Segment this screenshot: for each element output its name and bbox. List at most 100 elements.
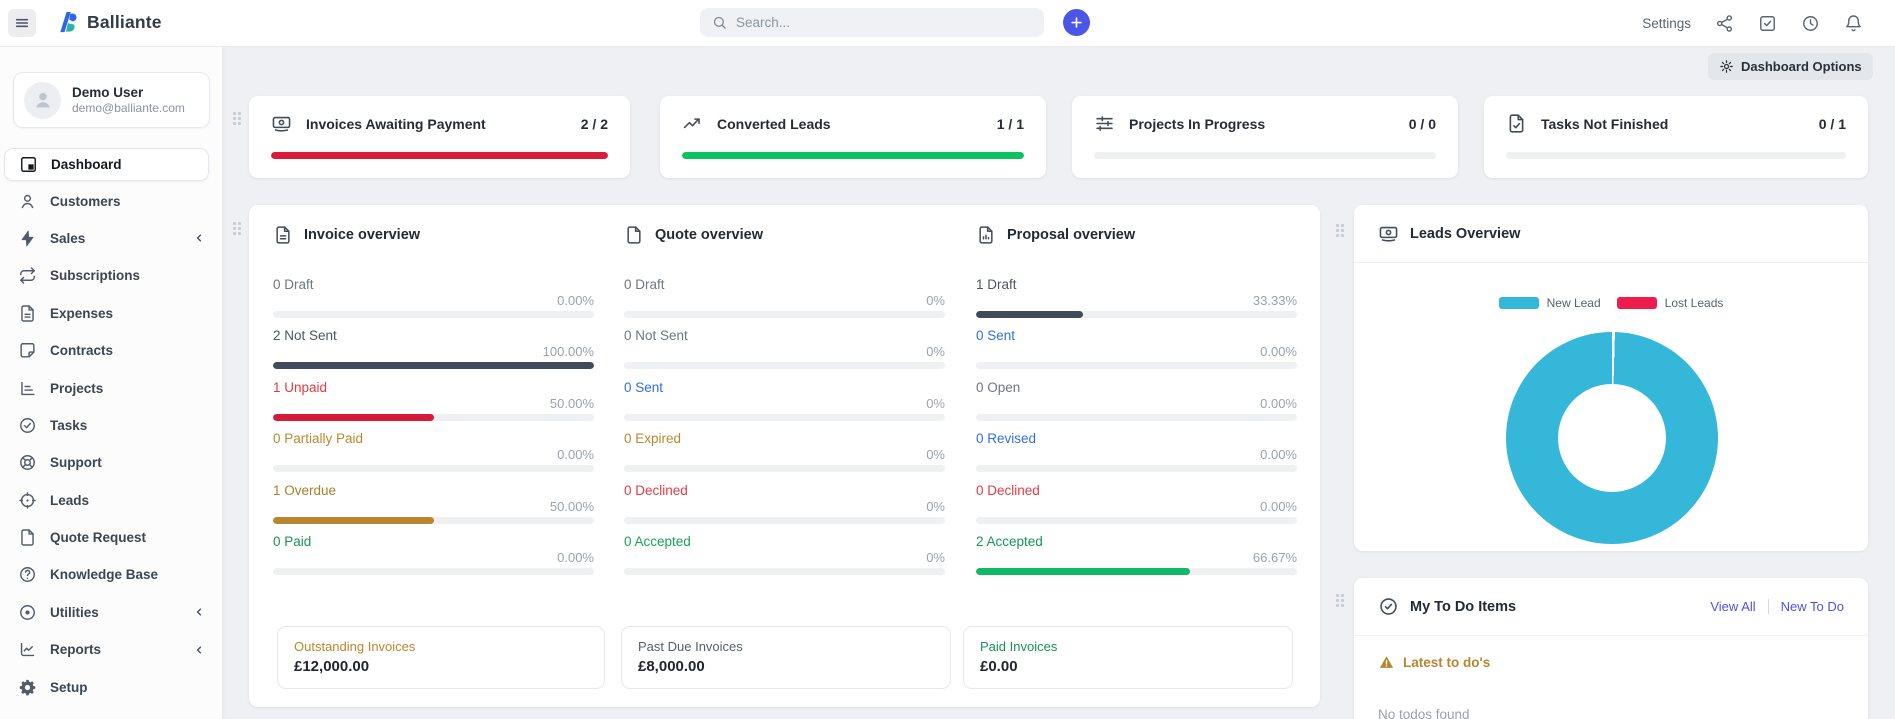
chart-legend: New Lead Lost Leads bbox=[1354, 296, 1868, 310]
sidebar-item-knowledge-base[interactable]: Knowledge Base bbox=[0, 556, 222, 593]
utilities-icon bbox=[20, 604, 35, 620]
todo-title: My To Do Items bbox=[1410, 598, 1517, 615]
todo-panel: My To Do Items View All New To Do Latest… bbox=[1354, 578, 1868, 719]
sidebar-item-support[interactable]: Support bbox=[0, 444, 222, 481]
status-percent: 50.00% bbox=[549, 498, 594, 514]
dashboard-options-button[interactable]: Dashboard Options bbox=[1708, 53, 1873, 80]
summary-box-paid-invoices[interactable]: Paid Invoices £0.00 bbox=[963, 626, 1293, 689]
drag-handle[interactable] bbox=[1336, 594, 1344, 607]
quick-add-button[interactable] bbox=[1063, 9, 1090, 36]
status-label[interactable]: 0 Accepted bbox=[624, 533, 691, 549]
status-progress-bar bbox=[976, 516, 1297, 524]
app-logo[interactable]: Balliante bbox=[56, 9, 162, 35]
quote-request-icon bbox=[21, 529, 34, 546]
status-label[interactable]: 1 Overdue bbox=[273, 482, 337, 498]
status-label[interactable]: 0 Paid bbox=[273, 533, 312, 549]
clock-icon bbox=[1803, 15, 1818, 31]
sidebar-item-label: Projects bbox=[50, 380, 104, 396]
history-button[interactable] bbox=[1801, 14, 1820, 33]
sidebar-item-dashboard[interactable]: Dashboard bbox=[4, 148, 209, 182]
status-label[interactable]: 0 Revised bbox=[976, 431, 1037, 447]
todo-links: View All New To Do bbox=[1710, 599, 1844, 614]
file-check-icon bbox=[1509, 114, 1524, 133]
stat-card-converted-leads[interactable]: Converted Leads 1 / 1 bbox=[660, 96, 1046, 178]
status-progress-bar bbox=[976, 413, 1297, 421]
status-percent: 0.00% bbox=[1260, 498, 1297, 514]
status-label[interactable]: 2 Not Sent bbox=[273, 328, 337, 344]
avatar bbox=[24, 81, 61, 119]
settings-link[interactable]: Settings bbox=[1642, 15, 1691, 31]
notifications-button[interactable] bbox=[1844, 14, 1863, 33]
drag-handle[interactable] bbox=[1336, 224, 1344, 237]
overview-row-1-overdue: 1 Overdue 50.00% bbox=[273, 482, 594, 524]
file-chart-icon bbox=[979, 226, 993, 244]
overview-row-0-paid: 0 Paid 0.00% bbox=[273, 533, 594, 575]
status-progress-bar bbox=[976, 465, 1297, 473]
status-label[interactable]: 0 Partially Paid bbox=[273, 431, 364, 447]
sidebar-item-expenses[interactable]: Expenses bbox=[0, 295, 222, 332]
stat-progress-bar bbox=[682, 152, 1024, 159]
status-percent: 66.67% bbox=[1252, 549, 1297, 565]
sidebar-item-reports[interactable]: Reports bbox=[0, 631, 222, 668]
status-label[interactable]: 0 Expired bbox=[624, 431, 682, 447]
sidebar-item-sales[interactable]: Sales bbox=[0, 220, 222, 257]
user-card[interactable]: Demo User demo@balliante.com bbox=[13, 72, 210, 128]
share-button[interactable] bbox=[1715, 14, 1734, 33]
legend-item-new-lead[interactable]: New Lead bbox=[1498, 296, 1601, 310]
stat-card-invoices-awaiting-payment[interactable]: Invoices Awaiting Payment 2 / 2 bbox=[249, 96, 630, 178]
sidebar-item-setup[interactable]: Setup bbox=[0, 668, 222, 705]
drag-handle[interactable] bbox=[233, 222, 241, 235]
hamburger-menu-button[interactable] bbox=[8, 9, 36, 37]
plus-icon bbox=[1071, 17, 1082, 28]
stat-card-tasks-not-finished[interactable]: Tasks Not Finished 0 / 1 bbox=[1484, 96, 1868, 178]
drag-handle[interactable] bbox=[233, 112, 241, 125]
sidebar-item-customers[interactable]: Customers bbox=[0, 182, 222, 219]
sidebar-menu: Dashboard Customers Sales Subscriptions Expe… bbox=[0, 147, 222, 706]
status-percent: 0.00% bbox=[1260, 344, 1297, 360]
summary-label: Outstanding Invoices bbox=[294, 639, 416, 654]
status-label[interactable]: 0 Declined bbox=[976, 482, 1040, 498]
status-progress-bar bbox=[624, 516, 945, 524]
sidebar-item-leads[interactable]: Leads bbox=[0, 482, 222, 519]
status-label[interactable]: 2 Accepted bbox=[976, 533, 1043, 549]
warning-icon bbox=[1379, 656, 1394, 668]
customers-icon bbox=[21, 194, 34, 208]
search-input[interactable]: Search... bbox=[700, 8, 1044, 37]
summary-box-outstanding-invoices[interactable]: Outstanding Invoices £12,000.00 bbox=[277, 626, 605, 689]
summary-box-past-due-invoices[interactable]: Past Due Invoices £8,000.00 bbox=[621, 626, 951, 689]
legend-item-lost-leads[interactable]: Lost Leads bbox=[1616, 296, 1723, 310]
sidebar-item-projects[interactable]: Projects bbox=[0, 369, 222, 406]
status-label[interactable]: 1 Unpaid bbox=[273, 379, 328, 395]
sidebar-item-quote-request[interactable]: Quote Request bbox=[0, 519, 222, 556]
status-label[interactable]: 0 Not Sent bbox=[624, 328, 688, 344]
status-percent: 0% bbox=[926, 498, 945, 514]
status-label[interactable]: 0 Open bbox=[976, 379, 1021, 395]
status-label[interactable]: 0 Sent bbox=[976, 328, 1016, 344]
status-label[interactable]: 0 Draft bbox=[624, 277, 665, 292]
hamburger-icon bbox=[15, 18, 29, 28]
overview-row-0-sent: 0 Sent 0% bbox=[624, 379, 945, 421]
stat-progress-bar bbox=[1506, 152, 1846, 159]
approvals-button[interactable] bbox=[1758, 14, 1777, 33]
status-label[interactable]: 0 Draft bbox=[273, 277, 314, 292]
view-all-link[interactable]: View All bbox=[1710, 599, 1756, 614]
overview-column-quote-overview: Quote overview 0 Draft 0% 0 Not Sent 0% 0 Sen… bbox=[624, 223, 945, 584]
sidebar-item-tasks[interactable]: Tasks bbox=[0, 407, 222, 444]
status-label[interactable]: 1 Draft bbox=[976, 277, 1017, 292]
user-email: demo@balliante.com bbox=[72, 101, 185, 115]
expenses-icon bbox=[21, 305, 34, 322]
new-todo-link[interactable]: New To Do bbox=[1780, 599, 1844, 614]
summary-label: Paid Invoices bbox=[980, 639, 1058, 654]
stat-progress-bar bbox=[271, 152, 608, 159]
status-percent: 0% bbox=[926, 447, 945, 463]
stat-card-label: Projects In Progress bbox=[1129, 115, 1266, 132]
sidebar-item-contracts[interactable]: Contracts bbox=[0, 332, 222, 369]
sidebar-item-subscriptions[interactable]: Subscriptions bbox=[0, 257, 222, 294]
stat-card-projects-in-progress[interactable]: Projects In Progress 0 / 0 bbox=[1072, 96, 1458, 178]
status-label[interactable]: 0 Declined bbox=[624, 482, 688, 498]
leads-donut-chart[interactable] bbox=[1506, 332, 1718, 544]
overview-column-title: Proposal overview bbox=[1007, 227, 1136, 243]
status-label[interactable]: 0 Sent bbox=[624, 379, 664, 395]
sidebar-item-utilities[interactable]: Utilities bbox=[0, 594, 222, 631]
